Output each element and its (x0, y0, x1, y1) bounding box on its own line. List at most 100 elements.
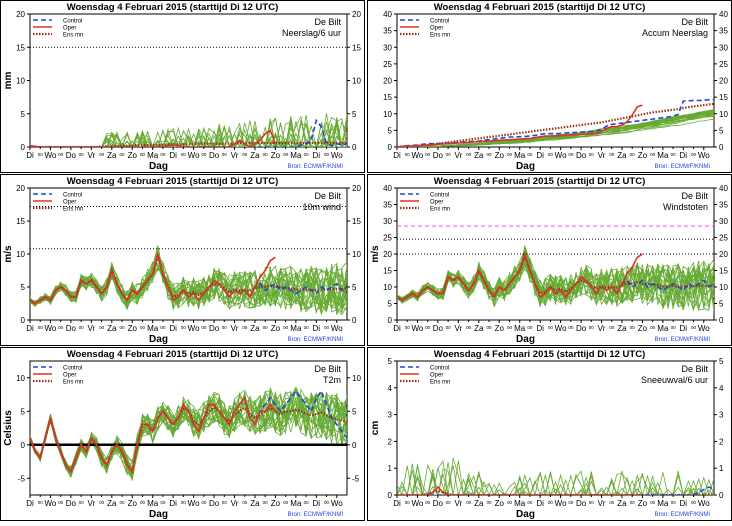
x-day-label: Wo (331, 151, 343, 160)
x-hour-label: 00 (609, 152, 615, 157)
x-hour-label: 00 (38, 325, 44, 330)
y-tick-label-left: 35 (383, 27, 392, 36)
x-hour-label: 00 (222, 152, 228, 157)
x-day-label: Do (576, 151, 587, 160)
ensemble-member-line (30, 120, 347, 147)
x-hour-label: 00 (242, 152, 248, 157)
x-hour-label: 00 (283, 152, 289, 157)
y-tick-label-left: 4 (388, 384, 393, 393)
x-hour-label: 00 (140, 500, 146, 505)
y-tick-label-left: 0 (21, 316, 26, 325)
y-tick-label-right: 0 (719, 143, 724, 152)
y-tick-label-left: 15 (16, 217, 25, 226)
y-tick-label-left: 0 (388, 491, 393, 500)
x-day-label: Do (576, 499, 587, 508)
x-hour-label: 00 (487, 325, 493, 330)
y-tick-label-right: 40 (719, 184, 728, 193)
y-tick-label-right: 20 (352, 184, 361, 193)
x-hour-label: 00 (527, 152, 533, 157)
x-hour-label: 00 (181, 152, 187, 157)
plot-content (397, 457, 714, 495)
y-tick-label-right: 10 (719, 283, 728, 292)
x-day-label: Vr (88, 151, 96, 160)
x-day-label: Di (536, 151, 544, 160)
x-day-label: Ma (290, 324, 302, 333)
x-hour-label: 00 (425, 152, 431, 157)
y-tick-label-left: 10 (16, 77, 25, 86)
y-axis-label: mm (3, 72, 14, 90)
panel-header: Woensdag 4 Februari 2015 (starttijd Di 1… (434, 176, 646, 187)
x-hour-label: 00 (120, 152, 126, 157)
x-day-label: Za (250, 499, 260, 508)
source-credit: Bron: ECMWF/KNMI (655, 512, 711, 518)
ensemble-member-line (30, 263, 347, 315)
y-tick-label-right: 20 (352, 10, 361, 19)
y-tick-label-right: 10 (352, 77, 361, 86)
x-hour-label: 00 (568, 152, 574, 157)
x-hour-label: 00 (160, 152, 166, 157)
x-day-label: Vr (598, 151, 606, 160)
x-axis-label: Dag (516, 161, 535, 172)
y-tick-label-right: 30 (719, 217, 728, 226)
x-day-label: Do (66, 324, 77, 333)
x-day-label: Di (313, 324, 321, 333)
x-day-label: Di (393, 324, 401, 333)
x-day-label: Za (474, 151, 484, 160)
x-day-label: Di (680, 499, 688, 508)
y-tick-label-right: 1 (719, 464, 724, 473)
x-day-label: Vr (598, 499, 606, 508)
x-hour-label: 00 (181, 500, 187, 505)
y-tick-label-right: 10 (352, 250, 361, 259)
ensemble-member-line (397, 463, 714, 495)
y-tick-label-left: -5 (18, 474, 26, 483)
x-day-label: Za (617, 324, 627, 333)
x-day-label: Zo (271, 324, 281, 333)
x-day-label: Zo (271, 151, 281, 160)
x-day-label: Ma (290, 151, 302, 160)
chart-panel-5: Woensdag 4 Februari 2015 (starttijd Di 1… (0, 347, 365, 521)
x-hour-label: 00 (589, 152, 595, 157)
x-hour-label: 00 (58, 325, 64, 330)
x-hour-label: 00 (405, 152, 411, 157)
source-credit: Bron: ECMWF/KNMI (288, 512, 344, 518)
x-hour-label: 00 (120, 325, 126, 330)
x-hour-label: 00 (589, 500, 595, 505)
x-hour-label: 00 (446, 500, 452, 505)
y-tick-label-right: 15 (719, 93, 728, 102)
y-tick-label-left: 5 (21, 110, 26, 119)
chart-panel-6: Woensdag 4 Februari 2015 (starttijd Di 1… (367, 347, 732, 521)
station-name: De Bilt (681, 17, 708, 27)
x-hour-label: 00 (99, 325, 105, 330)
legend-label: Ens mn (430, 380, 450, 386)
series-line-oper (397, 251, 643, 302)
x-day-label: Ma (290, 499, 302, 508)
legend-label: Ens mn (63, 380, 83, 386)
plot-content (30, 46, 347, 147)
plot-content (30, 205, 347, 316)
panel-header: Woensdag 4 Februari 2015 (starttijd Di 1… (67, 176, 279, 187)
y-tick-label-right: 20 (719, 250, 728, 259)
x-day-label: Vr (88, 499, 96, 508)
x-day-label: Do (209, 499, 220, 508)
x-day-label: Wo (555, 151, 567, 160)
x-day-label: Di (536, 499, 544, 508)
y-tick-label-right: 10 (352, 374, 361, 383)
chart-title: Windstoten (663, 202, 708, 212)
legend-label: Control (63, 366, 82, 372)
x-day-label: Zo (271, 499, 281, 508)
x-hour-label: 00 (691, 152, 697, 157)
y-tick-label-left: 1 (388, 464, 393, 473)
y-tick-label-right: 2 (719, 437, 724, 446)
x-day-label: Vr (455, 151, 463, 160)
series-line-oper (397, 104, 643, 147)
x-hour-label: 00 (140, 152, 146, 157)
ensemble-member-line (30, 262, 347, 311)
y-tick-label-right: 10 (719, 110, 728, 119)
legend-label: Oper (63, 26, 76, 32)
y-tick-label-left: 5 (388, 357, 393, 366)
y-tick-label-right: 30 (719, 43, 728, 52)
x-day-label: Di (393, 499, 401, 508)
y-tick-label-left: 0 (388, 316, 393, 325)
